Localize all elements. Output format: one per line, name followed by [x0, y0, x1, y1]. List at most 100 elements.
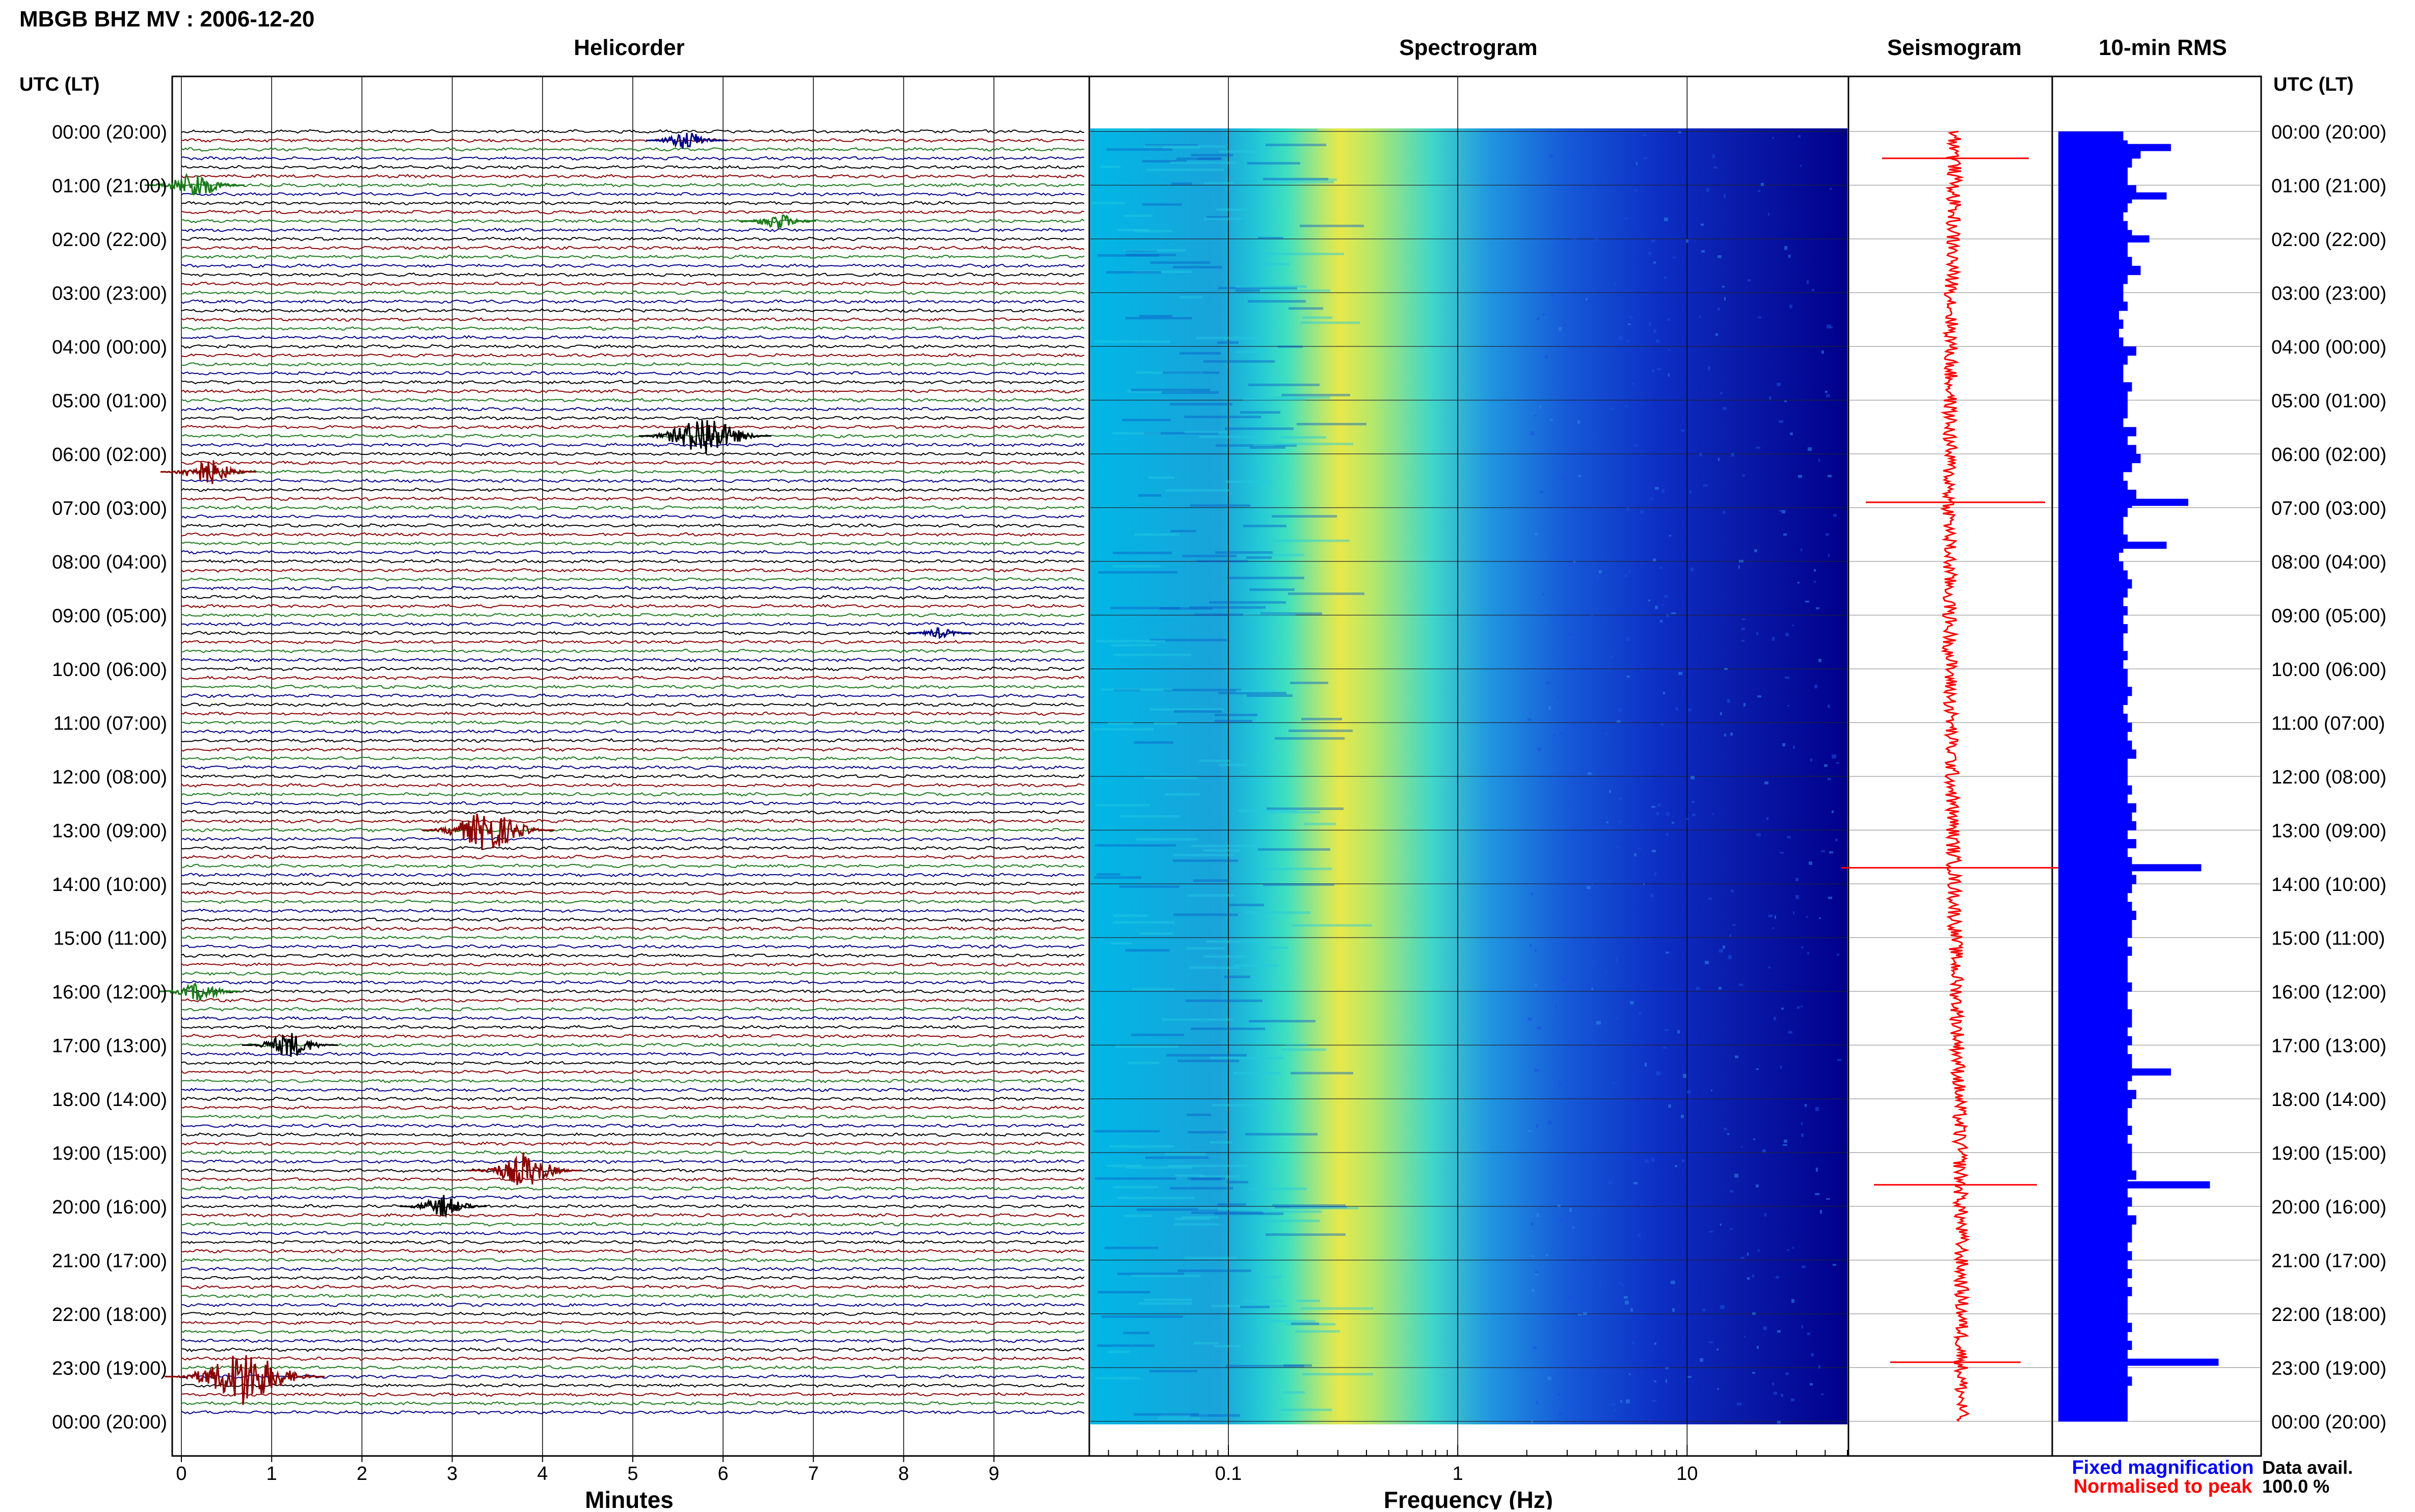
rms-bar	[2058, 149, 2141, 159]
spectrogram-noise	[1708, 898, 1712, 900]
helicorder-trace	[181, 881, 1085, 886]
legend-fixed-magnification: Fixed magnification	[2072, 1457, 2254, 1478]
spectrogram-noise	[1643, 134, 1647, 137]
spectrogram-streak	[1166, 1054, 1247, 1057]
rms-bar	[2058, 1117, 2128, 1126]
rms-bar	[2058, 257, 2132, 266]
spectrogram-streak	[1281, 436, 1326, 439]
utc-label-left: UTC (LT)	[19, 74, 100, 95]
spectrogram-streak	[1300, 225, 1364, 227]
data-avail-label: Data avail.	[2262, 1457, 2353, 1478]
spectrogram-streak	[1212, 1104, 1268, 1106]
rms-bar	[2058, 534, 2128, 544]
spectrogram-noise	[1776, 1276, 1779, 1279]
spectrogram-noise	[1535, 949, 1537, 952]
time-label-right: 21:00 (17:00)	[2271, 1251, 2386, 1272]
spectrogram-streak	[1101, 688, 1172, 691]
helicorder-trace	[181, 649, 1085, 654]
rms-bar	[2058, 1054, 2132, 1064]
spectrogram-noise	[1652, 1400, 1656, 1402]
spectrogram-noise	[1583, 1312, 1587, 1315]
spectrogram-streak	[1123, 249, 1186, 252]
spectrogram-noise	[1614, 1409, 1616, 1412]
spectrogram-noise	[1792, 625, 1794, 627]
helicorder-trace	[181, 424, 1085, 429]
spectrogram-streak	[1124, 214, 1152, 217]
spectrogram-noise	[1668, 318, 1670, 321]
spectrogram-noise	[1756, 447, 1760, 449]
rms-bar	[2058, 920, 2132, 929]
rms-bar	[2058, 391, 2128, 401]
spectrogram-noise	[1801, 549, 1802, 552]
spectrogram-noise	[1678, 131, 1681, 133]
spectrogram-noise	[1791, 1299, 1794, 1303]
rms-peak-bar	[2058, 1181, 2210, 1189]
spectrogram-noise	[1531, 1420, 1533, 1424]
spectrogram-streak	[1216, 444, 1297, 447]
spectrogram-streak	[1214, 1345, 1241, 1347]
spectrogram-noise	[1815, 1107, 1819, 1111]
spectrogram-streak	[1170, 161, 1236, 164]
spectrogram-streak	[1097, 254, 1159, 257]
spectrogram-streak	[1190, 504, 1250, 507]
spectrogram-noise	[1590, 615, 1594, 617]
rms-bar	[2058, 1143, 2132, 1153]
spectrogram-noise	[1648, 600, 1650, 602]
rms-bar	[2058, 884, 2132, 894]
spectrogram-noise	[1716, 1348, 1719, 1351]
helicorder-trace	[181, 1239, 1085, 1245]
rms-bar	[2058, 1332, 2128, 1341]
spectrogram-noise	[1563, 324, 1567, 327]
spectrogram-noise	[1576, 1274, 1581, 1277]
spectrogram-streak	[1304, 823, 1336, 825]
data-avail-value: 100.0 %	[2262, 1476, 2329, 1497]
spectrogram-streak	[1108, 722, 1133, 725]
spectrogram-noise	[1779, 420, 1783, 423]
spectrogram-noise	[1568, 1295, 1572, 1299]
spectrogram-noise	[1571, 154, 1575, 156]
spectrogram-streak	[1236, 690, 1274, 692]
spectrogram-noise	[1608, 1181, 1612, 1185]
spectrogram-streak	[1239, 809, 1298, 812]
rms-bar	[2058, 472, 2124, 481]
spectrogram-noise	[1572, 835, 1575, 840]
helicorder-trace	[181, 326, 1085, 331]
spectrogram-streak	[1233, 1072, 1281, 1074]
spectrogram-streak	[1174, 1223, 1219, 1226]
rms-bar	[2058, 427, 2136, 437]
spectrogram-noise	[1625, 1301, 1629, 1305]
spectrogram-streak	[1149, 1370, 1197, 1372]
spectrogram-noise	[1797, 1006, 1800, 1009]
spectrogram-noise	[1781, 1394, 1783, 1397]
spectrogram-noise	[1533, 1346, 1537, 1349]
spectrogram-streak	[1217, 1203, 1246, 1206]
spectrogram-noise	[1805, 1104, 1807, 1107]
spectrogram-streak	[1226, 1365, 1304, 1367]
spectrogram-noise	[1571, 782, 1575, 785]
spectrogram-noise	[1712, 813, 1714, 815]
rms-bar	[2058, 1027, 2128, 1037]
spectrogram-noise	[1624, 218, 1628, 220]
spectrogram-noise	[1734, 1174, 1738, 1178]
spectrogram-streak	[1098, 571, 1177, 574]
spectrogram-noise	[1598, 1207, 1600, 1210]
spectrogram-streak	[1122, 419, 1171, 421]
spectrogram-noise	[1528, 1017, 1532, 1021]
spectrogram-streak	[1246, 556, 1272, 559]
spectrogram-noise	[1717, 1388, 1719, 1390]
helicorder-trace	[181, 1212, 1085, 1218]
time-label-right: 15:00 (11:00)	[2271, 928, 2385, 950]
time-label-left: 23:00 (19:00)	[52, 1358, 167, 1380]
spectrogram-noise	[1728, 955, 1732, 959]
spectrogram-noise	[1531, 431, 1534, 436]
helicorder-trace	[181, 774, 1085, 779]
spectrogram-streak	[1179, 352, 1221, 355]
helicorder-trace	[181, 416, 1085, 421]
spectrogram-noise	[1756, 632, 1758, 635]
spectrogram-noise	[1619, 336, 1623, 340]
spectrogram-noise	[1769, 396, 1772, 400]
spectrogram-noise	[1719, 949, 1723, 953]
helicorder-trace	[181, 1114, 1085, 1119]
helicorder-trace	[181, 755, 1085, 761]
spectrogram-streak	[1248, 384, 1320, 386]
